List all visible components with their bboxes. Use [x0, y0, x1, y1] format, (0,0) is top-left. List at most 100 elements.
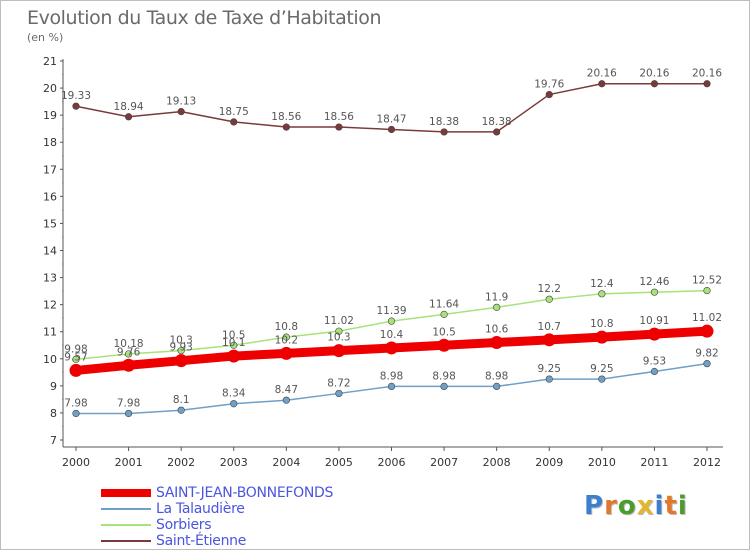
logo-letter: r	[604, 491, 618, 521]
data-label: 10.4	[380, 329, 404, 341]
data-label: 11.02	[324, 315, 354, 327]
legend-swatch	[101, 508, 151, 510]
data-point	[230, 118, 238, 126]
data-label: 9.25	[590, 363, 613, 375]
x-tick-label: 2006	[378, 456, 406, 469]
legend-swatch	[101, 540, 151, 542]
data-label: 10.5	[432, 326, 455, 338]
axes: 7 8 9 10 11 12 13 14 15 16 17 18 19 20 21 2000 2001 2002 2…	[43, 55, 723, 469]
data-label: 9.98	[64, 343, 87, 355]
data-label: 12.2	[538, 283, 561, 295]
data-point	[387, 125, 396, 134]
data-point	[598, 80, 606, 88]
data-label: 10.6	[485, 324, 509, 336]
y-tick-label: 20	[43, 82, 57, 95]
data-label: 18.94	[114, 101, 144, 113]
data-point	[69, 363, 83, 377]
data-label: 9.53	[643, 356, 666, 368]
data-label: 9.57	[64, 351, 87, 363]
x-tick-label: 2008	[483, 456, 511, 469]
data-point	[124, 113, 133, 121]
data-label: 7.98	[117, 397, 140, 409]
data-point	[177, 406, 185, 414]
data-labels: 9.57 9.76 9.93 10.1 10.2 10.3 10.4 10.5 10.6 10.7…	[61, 68, 722, 410]
data-label: 7.98	[64, 397, 87, 409]
x-tick-label: 2010	[588, 456, 616, 469]
data-point	[703, 286, 711, 295]
data-point	[493, 382, 501, 390]
data-label: 9.76	[117, 346, 141, 358]
data-point	[440, 128, 448, 136]
legend-swatch	[101, 524, 151, 526]
x-tick-label: 2005	[325, 456, 353, 469]
legend-label: La Talaudière	[156, 501, 245, 517]
data-point	[385, 341, 398, 355]
series-saint-jean-bonnefonds	[69, 324, 714, 377]
data-label: 19.76	[534, 79, 564, 91]
data-label: 18.56	[271, 111, 301, 123]
data-label: 12.46	[639, 276, 669, 288]
data-label: 10.1	[222, 337, 245, 349]
logo-letter: i	[677, 491, 688, 521]
data-point	[230, 341, 238, 349]
data-label: 18.38	[429, 116, 459, 128]
data-point	[440, 382, 448, 390]
data-label: 20.16	[692, 68, 722, 80]
data-point	[595, 330, 609, 344]
data-label: 11.64	[429, 298, 459, 310]
data-point	[650, 288, 659, 296]
data-point	[230, 400, 238, 408]
y-tick-label: 14	[43, 245, 57, 258]
data-point	[650, 367, 659, 376]
data-point	[332, 344, 346, 358]
data-point	[72, 409, 80, 418]
data-point	[440, 310, 448, 318]
y-tick-label: 18	[43, 136, 57, 149]
data-point	[493, 128, 501, 136]
data-point	[279, 346, 293, 360]
data-label: 8.1	[173, 394, 190, 406]
x-tick-label: 2004	[272, 456, 300, 469]
chart-subtitle: (en %)	[27, 31, 64, 44]
legend-label: SAINT-JEAN-BONNEFONDS	[156, 485, 334, 501]
data-point	[387, 317, 396, 325]
data-point	[545, 90, 553, 99]
series-saint-etienne	[72, 80, 711, 136]
x-tick-label: 2002	[167, 456, 195, 469]
data-point	[335, 389, 343, 398]
y-tick-label: 15	[43, 217, 57, 230]
data-label: 9.93	[169, 342, 192, 354]
data-point	[700, 324, 714, 338]
x-tick-label: 2009	[535, 456, 563, 469]
data-label: 10.8	[590, 318, 613, 330]
data-label: 10.91	[639, 315, 669, 327]
data-label: 10.7	[538, 321, 561, 333]
data-point	[545, 375, 553, 383]
data-label: 20.16	[587, 68, 617, 80]
data-point	[650, 80, 659, 88]
data-label: 11.02	[692, 312, 722, 324]
data-label: 19.13	[166, 96, 196, 108]
data-label: 12.52	[692, 275, 722, 287]
data-point	[174, 354, 188, 368]
data-point	[72, 102, 80, 110]
data-point	[335, 123, 343, 131]
data-label: 12.4	[590, 278, 614, 290]
data-point	[545, 295, 553, 303]
y-tick-label: 17	[43, 163, 57, 176]
data-label: 18.47	[376, 113, 406, 125]
data-label: 10.18	[114, 338, 144, 350]
data-point	[282, 123, 290, 131]
data-label: 18.75	[219, 106, 249, 118]
data-label: 8.72	[327, 377, 350, 389]
data-point	[124, 409, 133, 418]
data-point	[647, 327, 661, 341]
data-point	[493, 303, 501, 311]
data-point	[227, 349, 241, 363]
y-tick-label: 7	[50, 434, 57, 447]
data-point	[598, 290, 606, 298]
x-tick-label: 2012	[693, 456, 721, 469]
x-tick-label: 2011	[640, 456, 668, 469]
